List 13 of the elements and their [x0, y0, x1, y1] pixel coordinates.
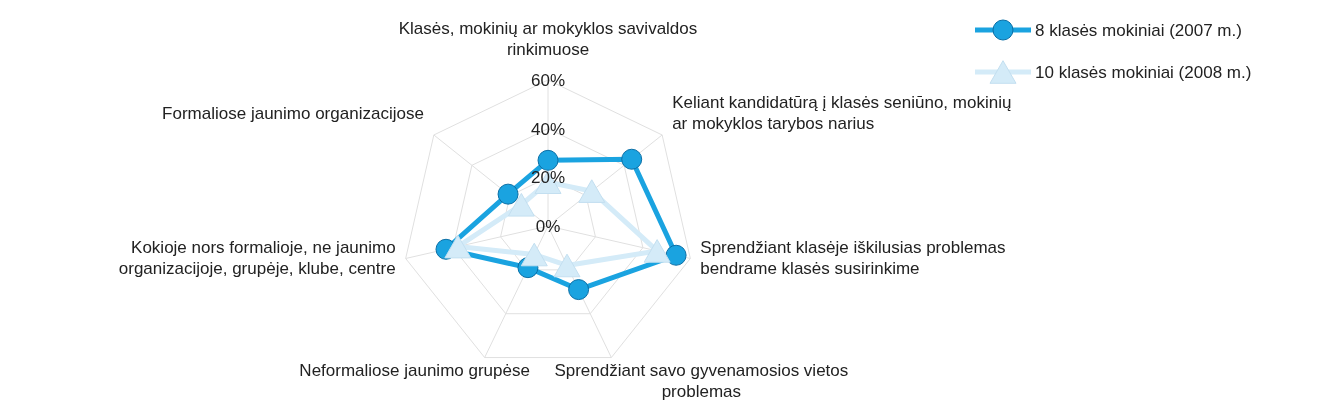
- spoke-label: Klasės, mokinių ar mokyklos savivaldos rinkimuose: [398, 19, 698, 59]
- spoke-label: Kokioje nors formalioje, ne jaunimo organizacijoje, grupėje, klube, centre: [118, 238, 396, 279]
- spoke-label: Sprendžiant klasėje iškilusias problemas bendrame klasės susirinkime: [700, 238, 1006, 279]
- y-tick-label: 60%: [530, 71, 566, 90]
- y-tick-label: 0%: [535, 217, 561, 236]
- legend-label: 10 klasės mokiniai (2008 m.): [1035, 63, 1252, 82]
- spoke-label: Formaliose jaunimo organizacijose: [162, 103, 424, 123]
- spoke-label: Keliant kandidatūrą į klasės seniūno, mokinių ar mokyklos tarybos narius: [672, 92, 1012, 133]
- y-tick-label: 40%: [530, 119, 566, 139]
- legend-label: 8 klasės mokiniai (2007 m.): [1035, 21, 1242, 40]
- spoke-label: Neformaliose jaunimo grupėse: [299, 360, 530, 380]
- spoke-label: Sprendžiant savo gyvenamosios vietos problemas: [554, 360, 849, 401]
- y-tick-label: 20%: [530, 168, 566, 188]
